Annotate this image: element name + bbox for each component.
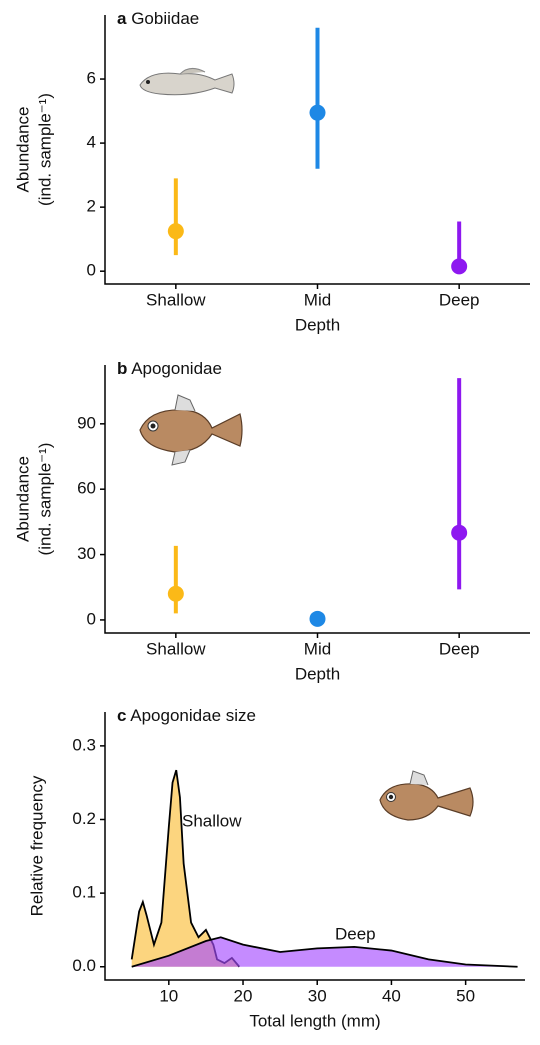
x-tick-label: Mid [304, 639, 331, 658]
y-tick-label: 0.3 [72, 735, 96, 754]
x-tick-label: Deep [439, 290, 480, 309]
y-tick-label: 0.1 [72, 883, 96, 902]
point [451, 258, 468, 275]
density-area [131, 770, 240, 967]
x-tick-label: Shallow [146, 639, 206, 658]
panel-title: c Apogonidae size [117, 706, 256, 725]
axis-line [104, 365, 530, 634]
y-tick-label: 4 [87, 133, 96, 152]
y-tick-label: 2 [87, 197, 96, 216]
x-axis-label: Depth [295, 664, 340, 683]
series-label: Deep [335, 924, 376, 943]
panel-letter: b [117, 359, 127, 378]
y-tick-label: 6 [87, 69, 96, 88]
x-axis-label: Depth [295, 315, 340, 334]
series-label: Shallow [182, 811, 242, 830]
point [309, 104, 326, 121]
title-text: Apogonidae [131, 359, 222, 378]
panel-letter: a [117, 9, 127, 28]
x-tick-label: 30 [308, 986, 327, 1005]
point [167, 223, 184, 240]
cardinalfish-illustration [379, 770, 474, 821]
y-axis-label: Relative frequency [27, 775, 46, 916]
y-axis-label: (ind. sample⁻¹) [35, 93, 54, 206]
x-tick-label: 20 [234, 986, 253, 1005]
x-tick-label: 10 [159, 986, 178, 1005]
y-tick-label: 60 [77, 479, 96, 498]
y-tick-label: 90 [77, 413, 96, 432]
y-tick-label: 30 [77, 544, 96, 563]
y-tick-label: 0.2 [72, 809, 96, 828]
title-text: Gobiidae [131, 9, 199, 28]
y-tick-label: 0 [87, 609, 96, 628]
density-line [131, 936, 518, 968]
x-tick-label: Shallow [146, 290, 206, 309]
x-tick-label: 50 [456, 986, 475, 1005]
y-axis-label: Abundance [13, 456, 32, 542]
x-axis-label: Total length (mm) [249, 1011, 380, 1030]
goby-illustration [139, 68, 235, 96]
y-axis-label: Abundance [13, 106, 32, 192]
axis-line [104, 712, 525, 981]
point [167, 585, 184, 602]
y-tick-label: 0.0 [72, 956, 96, 975]
axis-line [104, 15, 530, 285]
density-area [131, 937, 518, 967]
y-tick-label: 0 [87, 261, 96, 280]
panel-title: b Apogonidae [117, 359, 222, 378]
panel-letter: c [117, 706, 126, 725]
x-tick-label: Deep [439, 639, 480, 658]
x-tick-label: Mid [304, 290, 331, 309]
panel-title: a Gobiidae [117, 9, 199, 28]
cardinalfish-illustration [139, 394, 243, 466]
x-tick-label: 40 [382, 986, 401, 1005]
y-axis-label: (ind. sample⁻¹) [35, 443, 54, 556]
point [309, 610, 326, 627]
point [451, 524, 468, 541]
title-text: Apogonidae size [130, 706, 256, 725]
